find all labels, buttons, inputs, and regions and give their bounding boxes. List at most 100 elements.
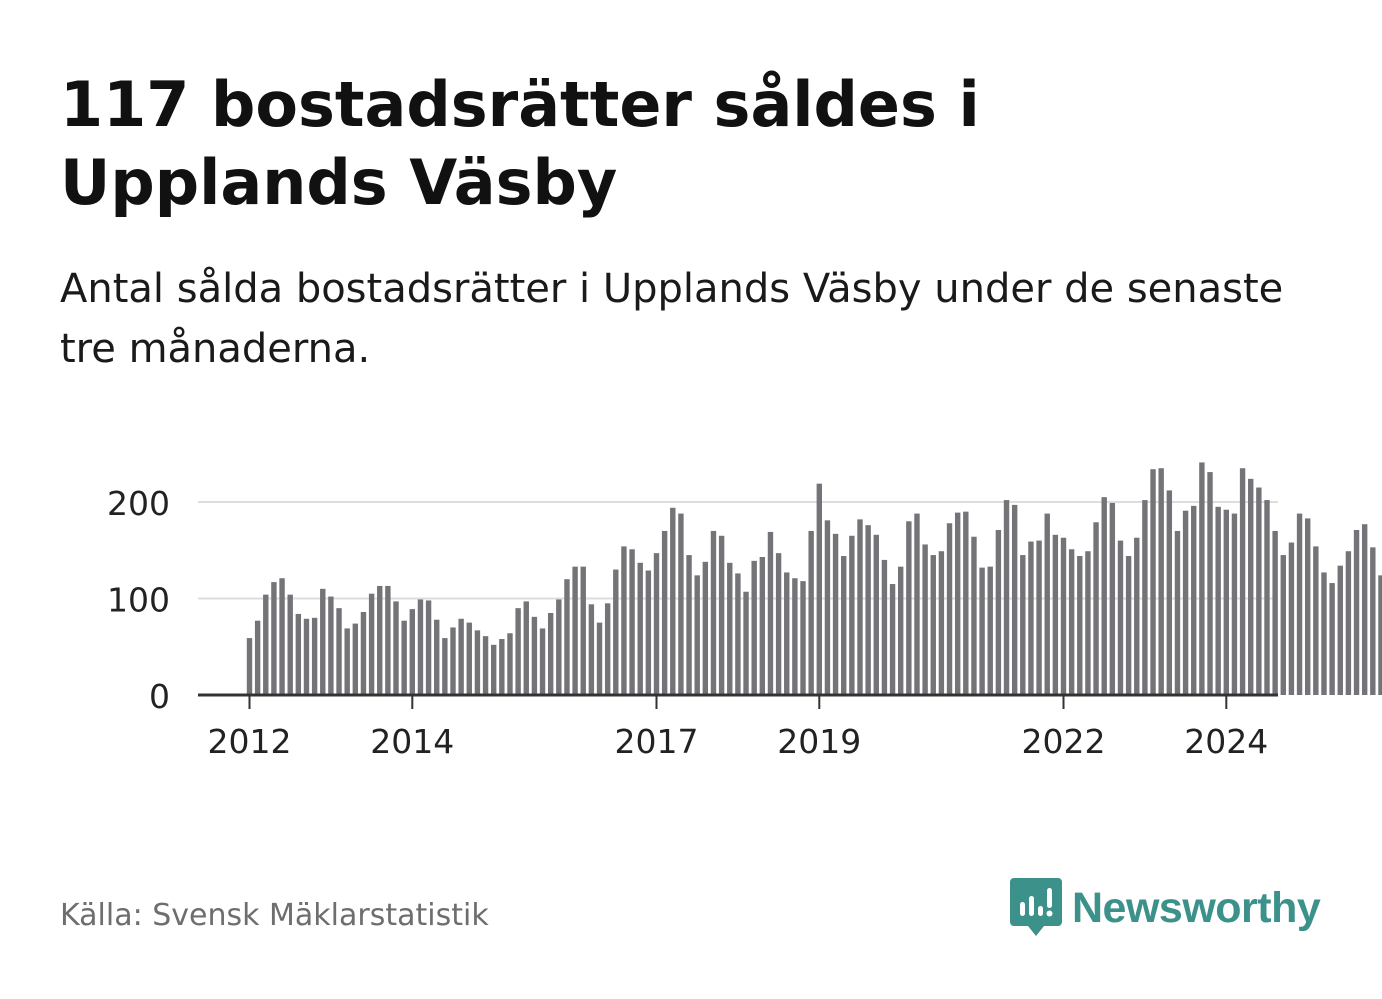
bar [686,555,692,695]
bar [556,599,562,695]
bar [458,618,464,695]
bar [246,638,253,695]
bar [954,512,961,695]
bar [1134,537,1140,695]
bar [694,575,700,695]
chart-title: 117 bostadsrätter såldes i Upplands Väsb… [60,68,980,219]
bar [1231,513,1238,695]
bar [271,582,277,695]
chart-subtitle: Antal sålda bostadsrätter i Upplands Väs… [60,266,1284,372]
bar [849,535,855,695]
bar [564,579,570,695]
bar [401,620,407,695]
bar [987,566,993,695]
bar [491,644,497,695]
bar [881,559,888,695]
x-tick-label: 2012 [208,722,292,761]
bar [613,569,619,695]
bar [254,620,261,695]
bar [1044,513,1050,695]
bar [670,507,676,695]
bar [1370,547,1376,695]
bar [808,530,814,695]
bar [295,613,302,695]
bar-chart: 0100200201220142017201920222024117 [107,462,1382,761]
bar [995,529,1002,695]
bar [1305,518,1311,695]
bar [1337,565,1343,695]
bar [1182,510,1189,695]
bar [1378,575,1382,695]
bar [303,618,310,695]
bar [857,519,863,695]
bar [1142,500,1148,695]
bar [1191,505,1197,695]
bar [873,534,879,695]
bar [604,603,611,695]
bar [393,601,399,695]
bar [320,588,326,695]
bar [898,566,904,695]
bar [1345,551,1352,695]
bar [775,553,782,695]
bar [824,520,831,695]
bar [946,523,953,695]
bar [450,627,456,695]
x-tick-label: 2014 [370,722,454,761]
bar [368,593,375,695]
bar [1223,509,1229,695]
bar [645,570,652,695]
bar [1166,490,1173,695]
bar [377,585,383,695]
bar [1011,504,1018,695]
bar [474,630,481,695]
bar [336,608,342,695]
bar [971,536,977,695]
bar [360,612,367,695]
bar [653,553,660,695]
bar [515,608,521,695]
bar [743,591,749,695]
bar [434,619,440,695]
bar [1264,500,1270,695]
bar [1125,556,1132,695]
bar [596,622,603,695]
bar [1239,468,1246,695]
bar [507,633,513,695]
bar [629,549,635,695]
bar [328,596,334,695]
bar [417,599,424,695]
bar [1085,551,1091,695]
bar [287,594,293,695]
bar [1117,540,1124,695]
bar [710,530,717,695]
bar [499,639,505,695]
bar [922,544,928,695]
bar [792,578,798,695]
bar [1093,522,1099,695]
bar [759,557,766,695]
bar [588,604,595,695]
x-tick-label: 2024 [1184,722,1268,761]
bar [1158,468,1164,695]
bar [637,562,643,695]
bar [409,609,415,695]
bar [1036,540,1042,695]
bar [425,600,432,695]
y-tick-label: 100 [107,581,170,620]
bar [1174,530,1181,695]
bar [963,511,969,695]
bar [539,628,546,695]
x-tick-label: 2017 [615,722,699,761]
y-tick-label: 200 [107,484,170,523]
bar [1199,462,1205,695]
brand-name: Newsworthy [1072,883,1321,932]
bar [621,546,627,695]
bar [1150,469,1156,695]
bar [938,551,945,695]
bar [889,584,896,695]
bar [263,594,269,695]
bar [344,628,350,695]
bar [1003,500,1010,695]
bar [1077,556,1083,695]
